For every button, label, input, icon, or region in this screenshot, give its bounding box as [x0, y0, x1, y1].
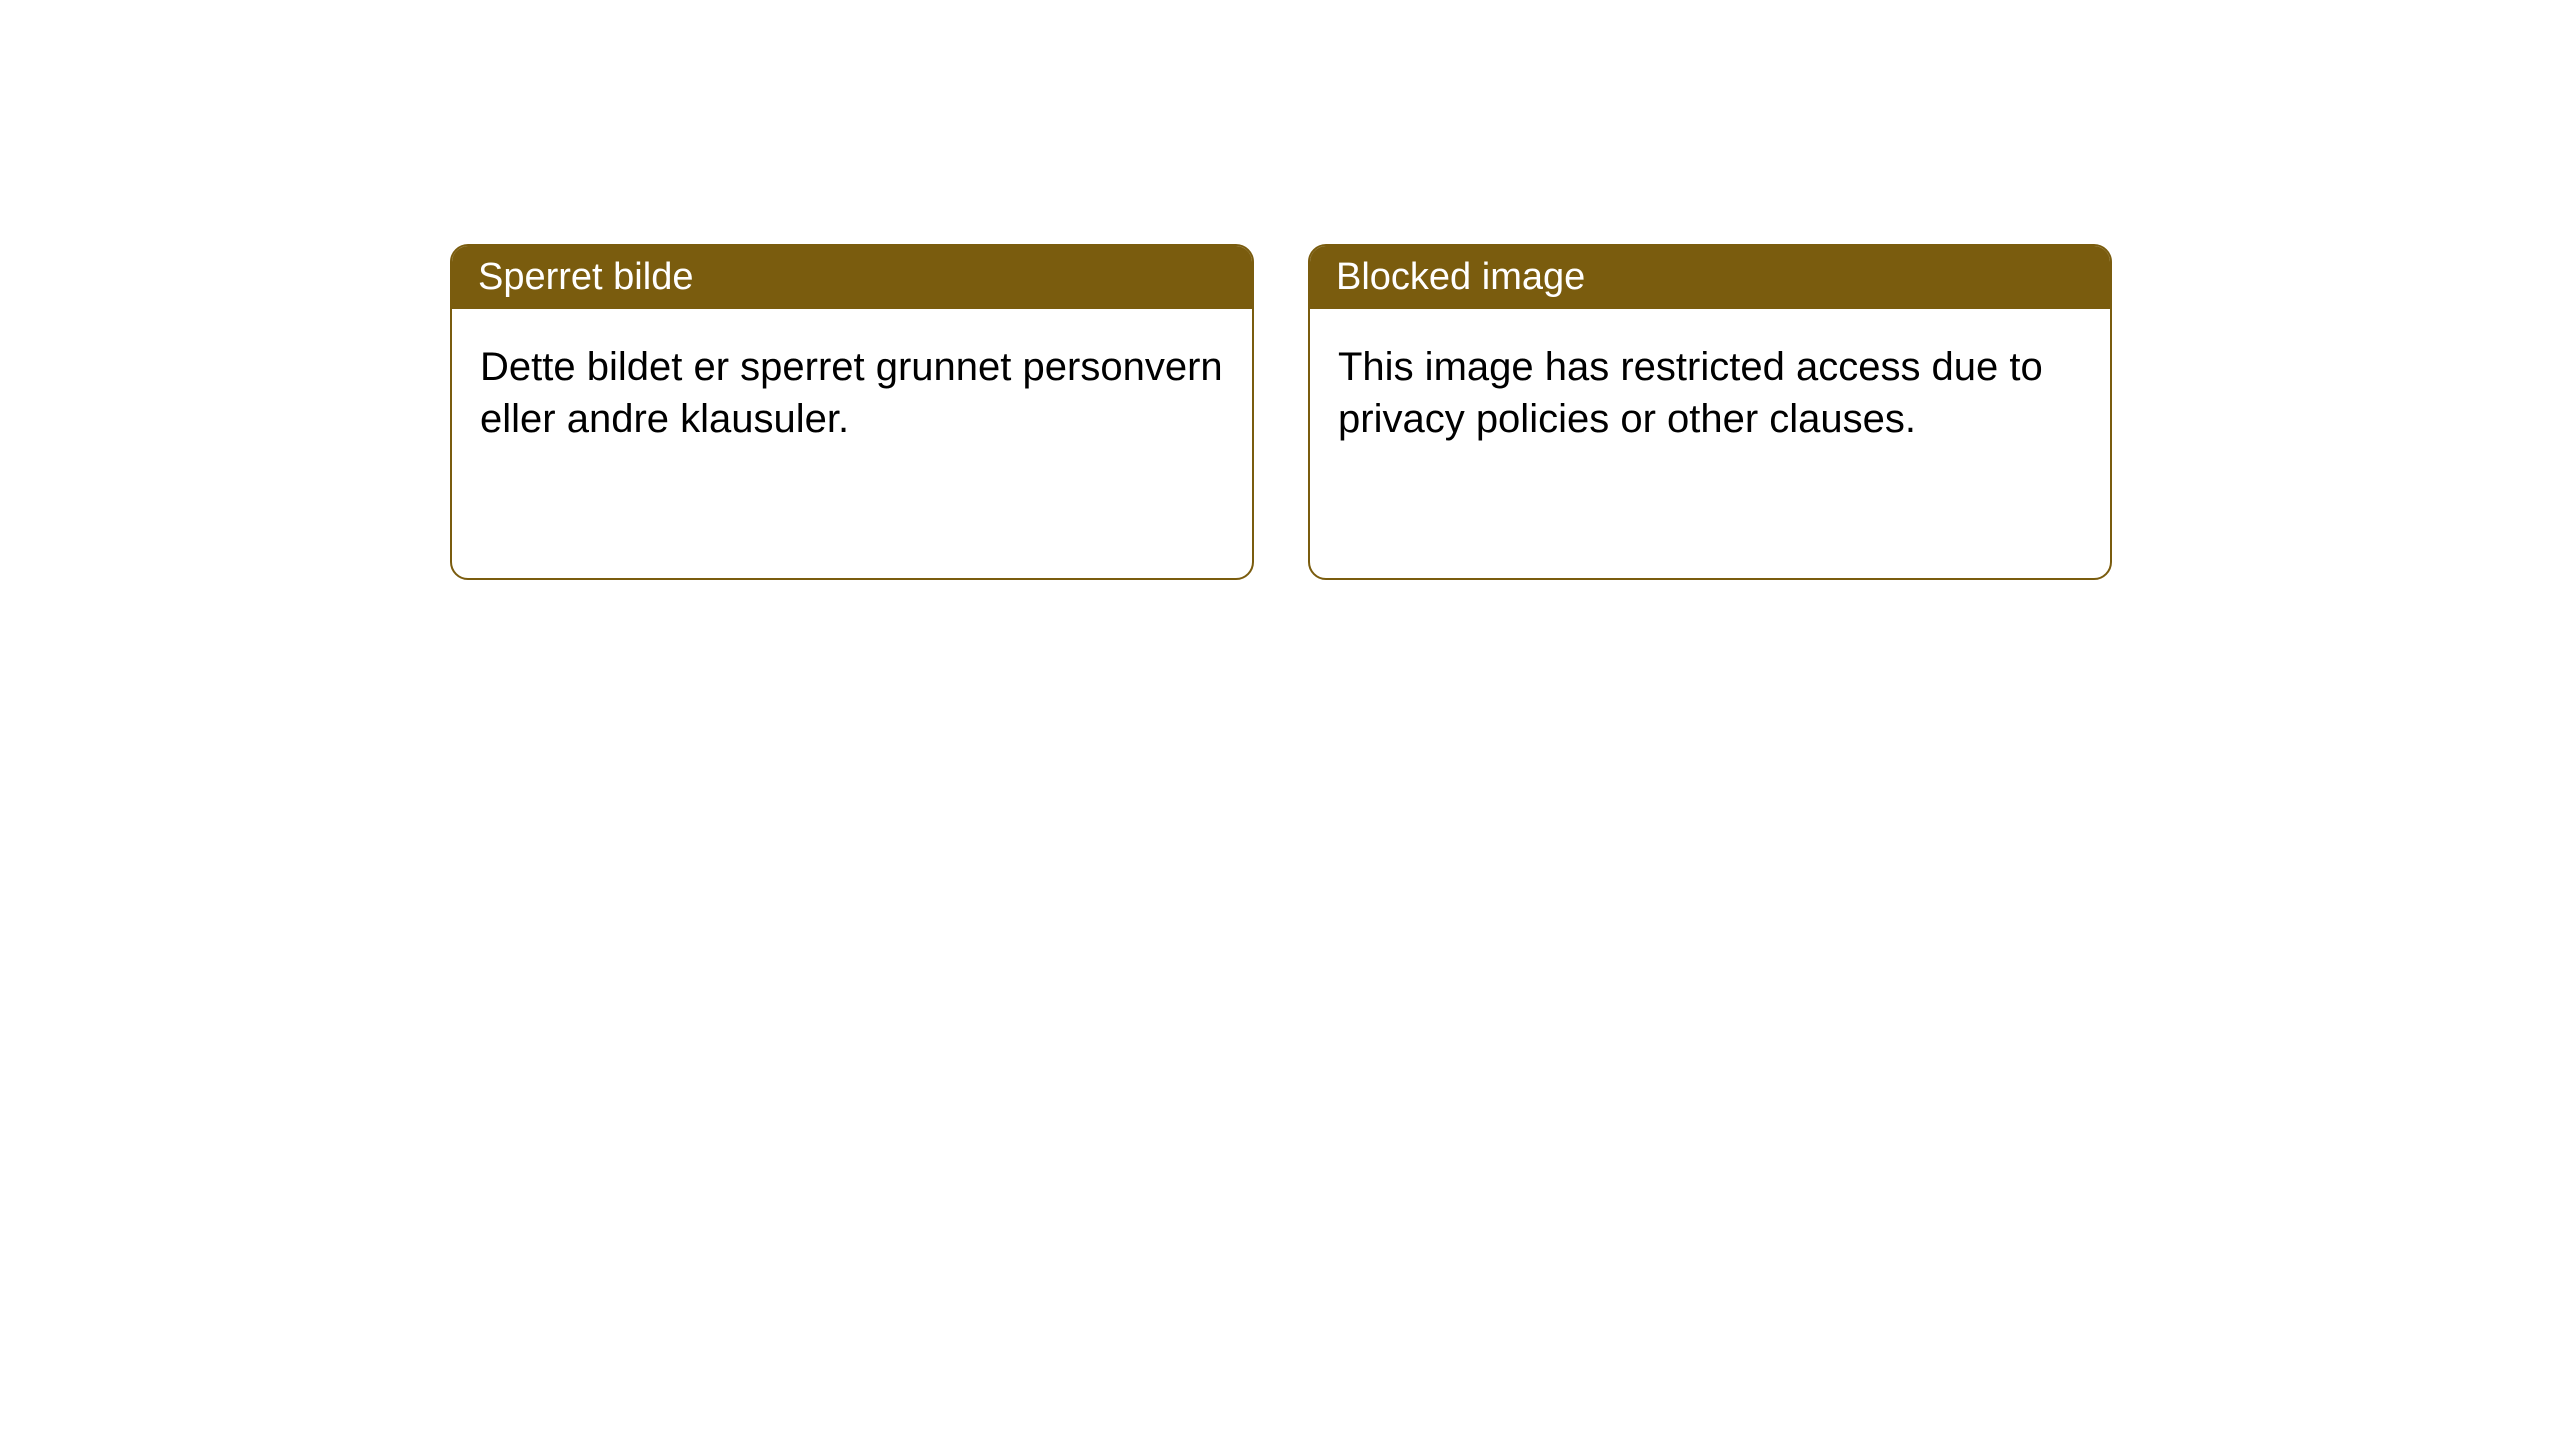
notice-card-english: Blocked image This image has restricted … — [1308, 244, 2112, 580]
card-title: Sperret bilde — [478, 256, 693, 298]
card-header: Sperret bilde — [452, 246, 1252, 309]
card-title: Blocked image — [1336, 256, 1585, 298]
card-body: Dette bildet er sperret grunnet personve… — [452, 309, 1252, 477]
notice-cards-container: Sperret bilde Dette bildet er sperret gr… — [450, 244, 2560, 580]
card-body-text: Dette bildet er sperret grunnet personve… — [480, 345, 1223, 441]
notice-card-norwegian: Sperret bilde Dette bildet er sperret gr… — [450, 244, 1254, 580]
card-header: Blocked image — [1310, 246, 2110, 309]
card-body-text: This image has restricted access due to … — [1338, 345, 2043, 441]
card-body: This image has restricted access due to … — [1310, 309, 2110, 477]
